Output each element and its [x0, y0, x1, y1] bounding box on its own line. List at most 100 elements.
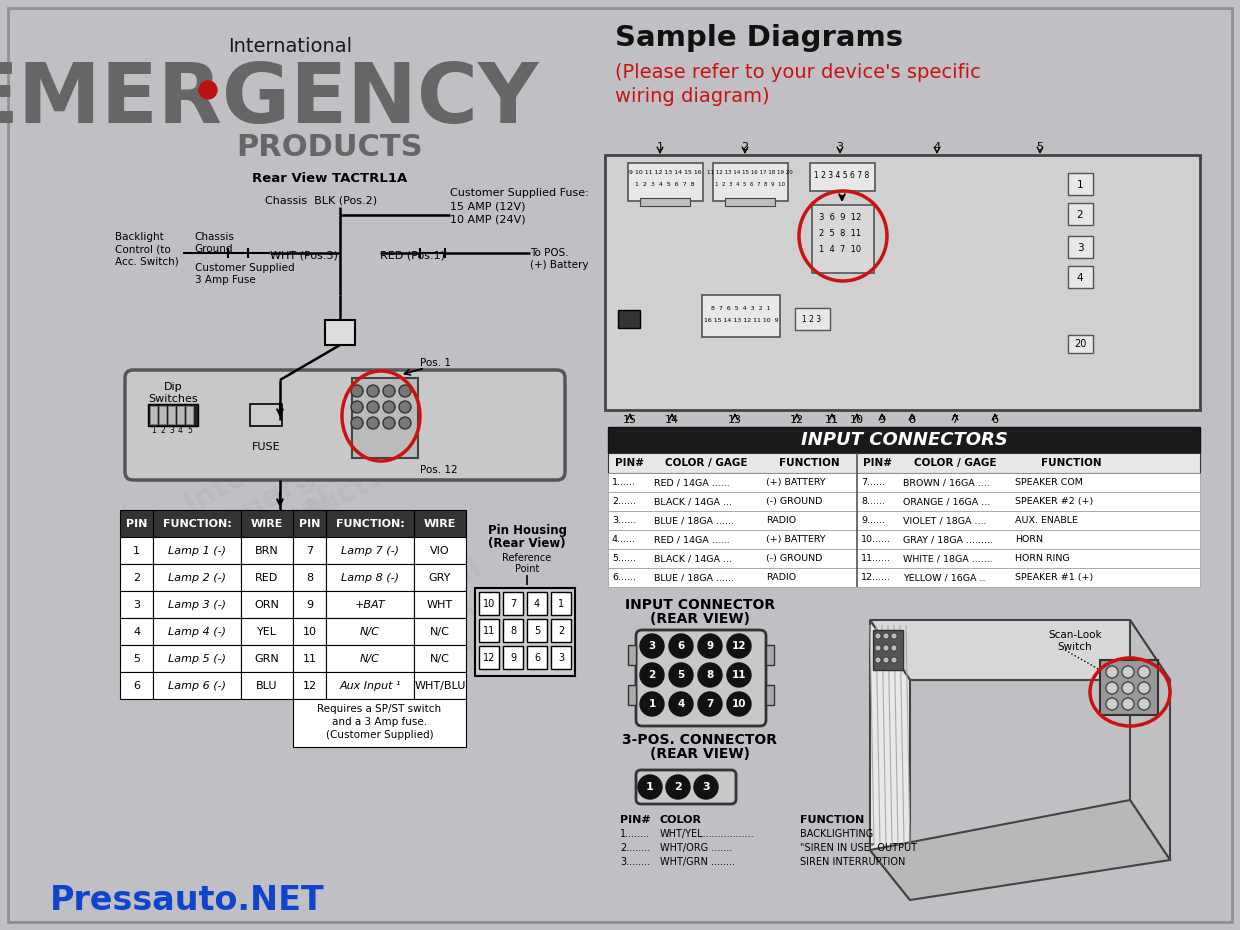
Text: (REAR VIEW): (REAR VIEW)	[650, 747, 750, 761]
Text: PIN#: PIN#	[615, 458, 644, 468]
Text: SPEAKER #1 (+): SPEAKER #1 (+)	[1016, 573, 1094, 582]
Text: Ground: Ground	[193, 244, 233, 254]
Text: BROWN / 16GA ....: BROWN / 16GA ....	[903, 478, 990, 487]
Text: 3: 3	[837, 142, 843, 152]
Bar	[153, 537, 241, 564]
Text: 7: 7	[707, 699, 714, 709]
Text: 10: 10	[303, 627, 316, 636]
Text: SPEAKER #2 (+): SPEAKER #2 (+)	[1016, 497, 1094, 506]
Text: 10......: 10......	[861, 535, 892, 544]
Text: GRAY / 18GA .........: GRAY / 18GA .........	[903, 535, 993, 544]
Polygon shape	[870, 620, 1171, 680]
Bar	[503, 646, 523, 669]
Text: Switch: Switch	[1058, 642, 1092, 652]
Text: Lamp 4 (-): Lamp 4 (-)	[167, 627, 226, 636]
Bar	[1068, 266, 1092, 288]
Text: 5: 5	[677, 670, 684, 680]
Text: 1  2  3  4  5  6  7  8: 1 2 3 4 5 6 7 8	[635, 182, 694, 188]
Bar	[167, 406, 175, 424]
Text: 3: 3	[169, 426, 174, 434]
Text: (Customer Supplied): (Customer Supplied)	[326, 730, 433, 740]
Bar	[608, 492, 1200, 511]
Text: 4: 4	[1076, 273, 1084, 283]
Bar	[1068, 173, 1092, 195]
Circle shape	[848, 313, 862, 327]
Text: (Please refer to your device's specific: (Please refer to your device's specific	[615, 62, 981, 82]
Text: RED / 14GA ......: RED / 14GA ......	[653, 478, 730, 487]
Bar	[605, 155, 1200, 410]
Text: 10: 10	[849, 415, 864, 425]
Bar	[150, 406, 157, 424]
Bar	[627, 645, 636, 665]
Text: WIRE: WIRE	[424, 519, 456, 528]
Text: 1  4  7  10: 1 4 7 10	[818, 245, 861, 254]
Text: 6: 6	[534, 653, 541, 662]
Bar	[527, 592, 547, 615]
Text: Pressauto.NET: Pressauto.NET	[50, 884, 325, 916]
Bar	[1100, 660, 1158, 715]
Circle shape	[875, 657, 880, 663]
Bar	[551, 646, 570, 669]
Text: "SIREN IN USE" OUTPUT: "SIREN IN USE" OUTPUT	[800, 843, 918, 853]
Circle shape	[1122, 666, 1135, 678]
Text: Switches: Switches	[149, 394, 198, 404]
Text: 1 2 3 4 5 6 7 8: 1 2 3 4 5 6 7 8	[815, 170, 869, 179]
Text: and a 3 Amp fuse.: and a 3 Amp fuse.	[332, 717, 427, 727]
Text: 8: 8	[707, 670, 714, 680]
Circle shape	[351, 401, 363, 413]
Bar	[810, 163, 875, 191]
Bar	[475, 588, 575, 676]
Text: 1......: 1......	[613, 478, 636, 487]
Text: 8......: 8......	[861, 497, 885, 506]
Text: N/C: N/C	[430, 654, 450, 663]
Text: 4: 4	[534, 599, 541, 608]
Circle shape	[1122, 698, 1135, 710]
Text: 10: 10	[482, 599, 495, 608]
Bar	[414, 510, 466, 537]
Bar	[1068, 335, 1092, 353]
Bar	[241, 564, 293, 591]
Text: YEL: YEL	[257, 627, 277, 636]
Text: 2  5  8  11: 2 5 8 11	[818, 229, 861, 237]
Text: International
Emergency
Products: International Emergency Products	[179, 382, 422, 578]
Bar	[1068, 236, 1092, 258]
Bar	[414, 672, 466, 699]
Text: WHITE / 18GA .......: WHITE / 18GA .......	[903, 554, 993, 563]
Bar	[479, 646, 498, 669]
Text: WIRE: WIRE	[250, 519, 283, 528]
Bar	[551, 619, 570, 642]
Bar	[241, 591, 293, 618]
Text: Lamp 1 (-): Lamp 1 (-)	[167, 546, 226, 555]
Text: BLACK / 14GA ...: BLACK / 14GA ...	[653, 497, 732, 506]
Bar	[479, 619, 498, 642]
Text: BLU: BLU	[257, 681, 278, 690]
Text: Chassis: Chassis	[193, 232, 234, 242]
Text: 7......: 7......	[861, 478, 885, 487]
Text: PRODUCTS: PRODUCTS	[237, 134, 423, 163]
Text: 6: 6	[992, 415, 998, 425]
Circle shape	[367, 401, 379, 413]
Text: INPUT CONNECTORS: INPUT CONNECTORS	[801, 431, 1007, 449]
Bar	[326, 510, 414, 537]
Text: 4: 4	[934, 142, 941, 152]
Text: 15: 15	[622, 415, 637, 425]
Circle shape	[383, 401, 396, 413]
Text: Pos. 1: Pos. 1	[420, 358, 451, 368]
Text: SIREN INTERRUPTION: SIREN INTERRUPTION	[800, 857, 905, 867]
Text: 3: 3	[1076, 243, 1084, 253]
Bar	[503, 619, 523, 642]
FancyBboxPatch shape	[636, 630, 766, 726]
Bar	[241, 510, 293, 537]
Bar	[608, 427, 1200, 453]
Text: 2: 2	[649, 670, 656, 680]
Circle shape	[698, 692, 722, 716]
Text: FUNCTION: FUNCTION	[1040, 458, 1101, 468]
Circle shape	[875, 645, 880, 651]
Bar	[608, 549, 1200, 568]
Text: 5: 5	[1037, 142, 1044, 152]
Circle shape	[670, 634, 693, 658]
Text: VIOLET / 18GA ....: VIOLET / 18GA ....	[903, 516, 987, 525]
Circle shape	[698, 663, 722, 687]
Bar	[551, 592, 570, 615]
Bar	[608, 473, 1200, 492]
